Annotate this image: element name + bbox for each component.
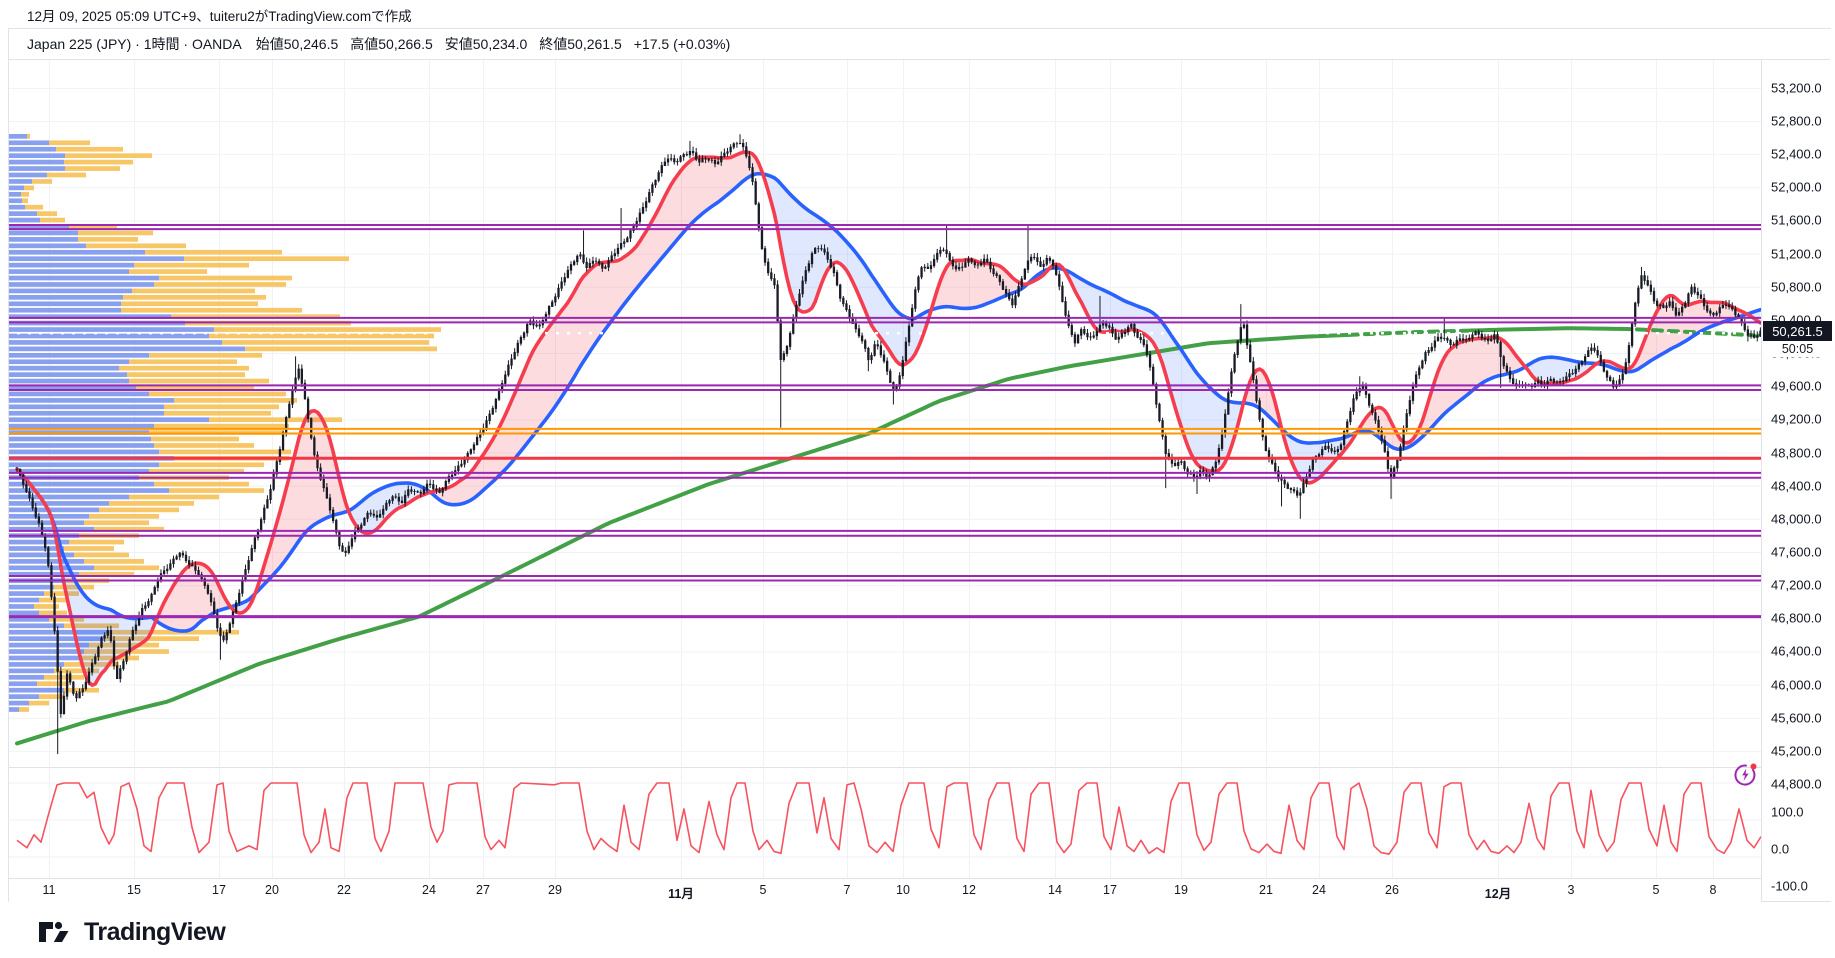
price-axis-label: 45,200.0: [1771, 743, 1822, 759]
price-axis-label: 49,200.0: [1771, 411, 1822, 427]
ohlc-open: 始値50,246.5: [255, 36, 339, 52]
price-axis-label: -100.0: [1771, 878, 1808, 894]
flash-snapshot-icon[interactable]: [1732, 762, 1758, 788]
time-axis-label: 3: [1567, 883, 1575, 897]
time-axis-label: 8: [1709, 883, 1717, 897]
oscillator-pane[interactable]: [9, 767, 1761, 879]
time-axis-label: 27: [476, 883, 490, 897]
time-axis[interactable]: 11 15 17 20 22 24 27 29 11月 5 7 10 12 14 17 19 21 24 26 12月…: [9, 878, 1761, 904]
time-axis-label: 14: [1048, 883, 1062, 897]
price-axis-label: 51,200.0: [1771, 246, 1822, 262]
bar-countdown: 50:05: [1763, 341, 1832, 358]
main-chart-pane[interactable]: [9, 59, 1761, 766]
price-axis-label: 49,600.0: [1771, 378, 1822, 394]
time-axis-label: 24: [1312, 883, 1326, 897]
oscillator-line: [16, 782, 1761, 855]
volume-profile: [9, 134, 441, 712]
symbol-title[interactable]: Japan 225 (JPY) · 1時間 · OANDA: [27, 36, 242, 52]
chart-legend[interactable]: Japan 225 (JPY) · 1時間 · OANDA 始値50,246.5…: [9, 29, 1830, 60]
price-axis-label: 52,000.0: [1771, 179, 1822, 195]
osc-gridlines: [9, 768, 1761, 878]
time-axis-label: 10: [896, 883, 910, 897]
price-axis-label: 51,600.0: [1771, 212, 1822, 228]
time-axis-label: 11: [42, 883, 56, 897]
time-axis-label: 29: [548, 883, 562, 897]
price-axis-label: 53,200.0: [1771, 80, 1822, 96]
ohlc-low: 安値50,234.0: [444, 36, 528, 52]
price-axis-label: 48,000.0: [1771, 511, 1822, 527]
price-axis-label: 52,400.0: [1771, 146, 1822, 162]
price-axis-label: 44,800.0: [1771, 776, 1822, 792]
chart-widget: Japan 225 (JPY) · 1時間 · OANDA 始値50,246.5…: [8, 28, 1833, 904]
time-axis-label: 7: [843, 883, 851, 897]
price-axis[interactable]: JPY 50,261.5 50:05 52,800.052,400.052,00…: [1761, 29, 1833, 901]
ohlc-change: +17.5 (+0.03%): [633, 36, 731, 52]
price-axis-label: 47,600.0: [1771, 544, 1822, 560]
price-axis-label: 100.0: [1771, 804, 1804, 820]
time-axis-label: 5: [1652, 883, 1660, 897]
ohlc-high: 高値50,266.5: [350, 36, 433, 52]
last-price-badge: 50,261.5: [1763, 321, 1832, 342]
tradingview-logo-mark: [39, 921, 69, 942]
price-axis-label: 48,400.0: [1771, 478, 1822, 494]
price-axis-label: 0.0: [1771, 841, 1790, 857]
time-axis-label: 5: [759, 883, 767, 897]
time-axis-label: 12: [962, 883, 976, 897]
price-axis-label: 52,800.0: [1771, 113, 1822, 129]
green-ma-line: [15, 332, 1351, 746]
price-axis-label: 48,800.0: [1771, 445, 1822, 460]
time-axis-label: 22: [337, 883, 351, 897]
time-axis-label: 12月: [1484, 887, 1512, 901]
price-axis-label: 46,400.0: [1771, 643, 1822, 659]
ohlc-close: 終値50,261.5: [539, 36, 622, 52]
time-axis-label: 19: [1174, 883, 1188, 897]
candle-bodies: [15, 143, 1761, 715]
time-axis-label: 15: [127, 883, 141, 897]
price-axis-label: 46,800.0: [1771, 610, 1822, 626]
attribution-text: 12月 09, 2025 05:09 UTC+9、tuiteru2がTradin…: [27, 9, 412, 24]
tradingview-logo-text: TradingView: [84, 917, 226, 946]
price-axis-label: 45,600.0: [1771, 710, 1822, 726]
horizontal-levels: [9, 224, 1761, 619]
time-axis-label: 26: [1385, 883, 1399, 897]
price-axis-label: 47,200.0: [1771, 577, 1822, 593]
ma-cloud: [17, 151, 1761, 686]
oscillator-svg[interactable]: [9, 768, 1761, 878]
price-axis-label: 46,000.0: [1771, 677, 1822, 693]
time-axis-label: 17: [1103, 883, 1117, 897]
time-axis-label: 20: [265, 883, 279, 897]
price-axis-label: 50,800.0: [1771, 279, 1822, 295]
time-axis-label: 21: [1259, 883, 1273, 897]
main-chart-svg[interactable]: [9, 59, 1761, 766]
time-axis-label: 11月: [668, 887, 694, 901]
tradingview-logo[interactable]: TradingView: [38, 916, 226, 948]
time-axis-label: 17: [212, 883, 226, 897]
time-axis-label: 24: [422, 883, 436, 897]
